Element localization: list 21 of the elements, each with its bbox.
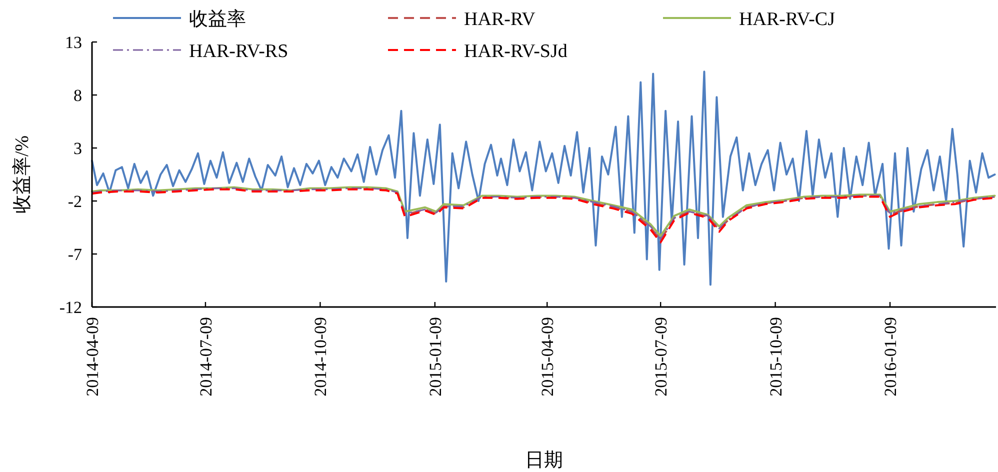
legend-label: 收益率 xyxy=(189,8,246,30)
x-tick-label: 2014-07-09 xyxy=(196,317,216,396)
legend-label: HAR-RV-SJd xyxy=(464,41,568,62)
x-axis-title: 日期 xyxy=(525,450,563,471)
legend-label: HAR-RV xyxy=(464,9,536,30)
y-axis-title: 收益率/% xyxy=(11,135,33,214)
y-tick-label: -2 xyxy=(68,192,82,211)
x-tick-label: 2015-01-09 xyxy=(426,317,445,396)
y-tick-label: -12 xyxy=(59,298,82,317)
y-tick-label: 8 xyxy=(74,86,82,105)
x-tick-label: 2014-10-09 xyxy=(311,317,330,396)
x-tick-label: 2015-07-09 xyxy=(652,317,671,396)
legend-label: HAR-RV-RS xyxy=(189,41,288,62)
x-tick-label: 2016-01-09 xyxy=(881,317,900,396)
x-tick-label: 2014-04-09 xyxy=(83,317,102,396)
y-tick-label: 3 xyxy=(74,139,82,158)
legend-label: HAR-RV-CJ xyxy=(739,9,835,30)
x-tick-label: 2015-10-09 xyxy=(766,317,786,396)
y-tick-label: -7 xyxy=(68,245,82,264)
y-tick-label: 13 xyxy=(65,33,82,52)
x-tick-label: 2015-04-09 xyxy=(538,317,558,396)
